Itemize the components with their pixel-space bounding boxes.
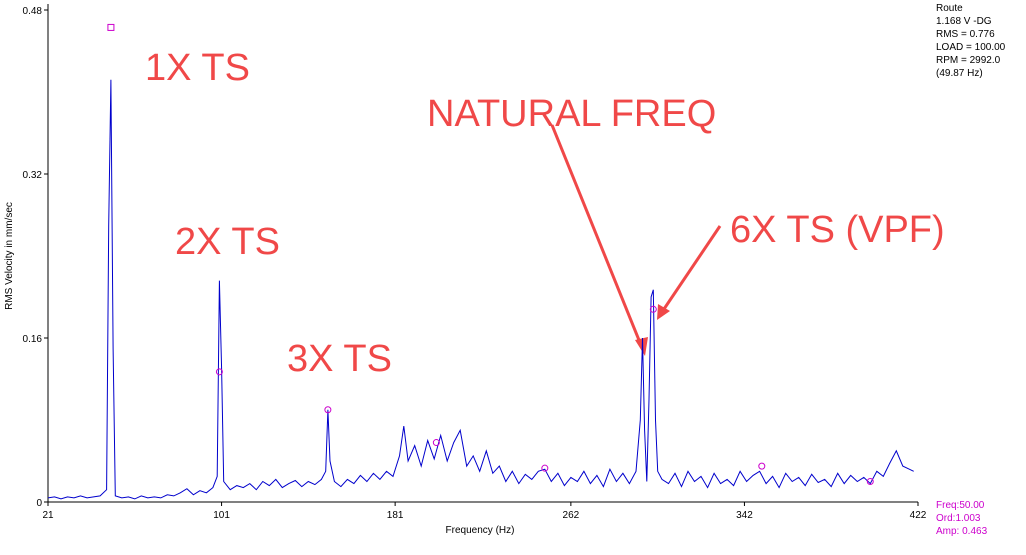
info-text: LOAD = 100.00 [936, 42, 1006, 53]
harmonic-marker [866, 478, 874, 485]
x-tick-label: 262 [563, 510, 580, 521]
arrow-head [635, 337, 648, 356]
harmonic-marker [107, 23, 115, 31]
harmonic-marker [758, 462, 766, 470]
harmonic-marker [432, 439, 440, 447]
cursor-text: Freq:50.00 [936, 500, 985, 511]
x-tick-label: 342 [736, 510, 753, 521]
y-tick-label: 0 [36, 498, 42, 509]
x-axis-label: Frequency (Hz) [446, 525, 515, 536]
annotation: NATURAL FREQ [427, 93, 716, 135]
info-text: 1.168 V -DG [936, 16, 992, 27]
arrow [660, 225, 722, 313]
annotation: 3X TS [287, 338, 392, 380]
cursor-text: Amp: 0.463 [936, 526, 988, 537]
annotation: 6X TS (VPF) [730, 209, 945, 251]
cursor-text: Ord:1.003 [936, 513, 981, 524]
y-axis-label: RMS Velocity in mm/sec [4, 202, 15, 310]
x-tick-label: 181 [387, 510, 404, 521]
x-tick-label: 101 [213, 510, 230, 521]
harmonic-marker [649, 305, 657, 313]
harmonic-marker [324, 406, 332, 414]
y-tick-label: 0.32 [23, 170, 43, 181]
annotation: 1X TS [145, 47, 250, 89]
x-tick-label: 21 [42, 510, 54, 521]
info-text: Route [936, 3, 963, 14]
y-tick-label: 0.16 [23, 334, 43, 345]
arrow [550, 124, 645, 351]
arrow-head [657, 304, 670, 320]
info-text: RMS = 0.776 [936, 29, 995, 40]
info-text: (49.87 Hz) [936, 68, 983, 79]
harmonic-marker [541, 464, 549, 472]
harmonic-marker [215, 368, 223, 376]
spectrum-line [47, 79, 914, 500]
info-text: RPM = 2992.0 [936, 55, 1001, 66]
y-tick-label: 0.48 [23, 6, 43, 17]
annotation: 2X TS [175, 221, 280, 263]
x-tick-label: 422 [910, 510, 927, 521]
